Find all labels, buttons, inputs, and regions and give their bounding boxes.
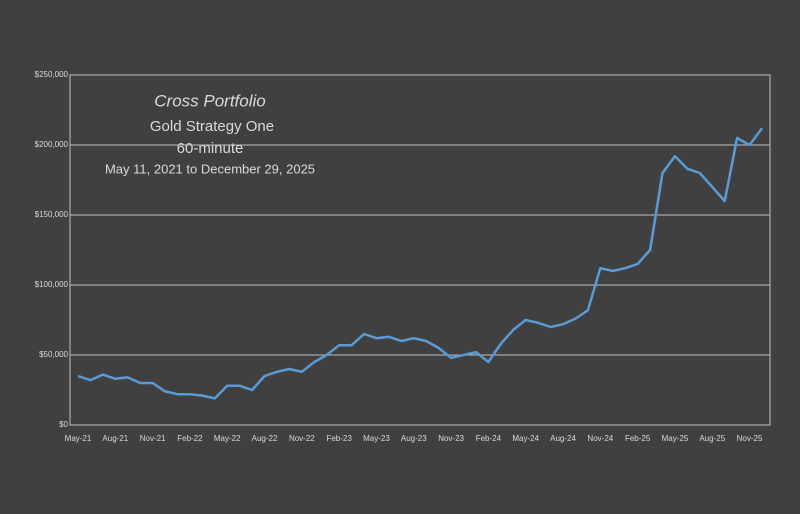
x-tick-label: Nov-24	[587, 434, 613, 443]
x-tick-label: Nov-25	[737, 434, 763, 443]
x-tick-label: May-22	[214, 434, 241, 443]
x-tick-label: Feb-25	[625, 434, 651, 443]
x-tick-label: Feb-23	[326, 434, 352, 443]
x-tick-label: Nov-22	[289, 434, 315, 443]
x-tick-label: Aug-24	[550, 434, 576, 443]
x-tick-label: Aug-23	[401, 434, 427, 443]
x-tick-label: Nov-21	[140, 434, 166, 443]
date-range: May 11, 2021 to December 29, 2025	[105, 161, 315, 176]
x-tick-label: Aug-21	[102, 434, 128, 443]
x-tick-label: May-23	[363, 434, 390, 443]
x-tick-label: Aug-22	[252, 434, 278, 443]
x-tick-label: Aug-25	[699, 434, 725, 443]
x-tick-label: May-21	[65, 434, 92, 443]
y-tick-label: $100,000	[35, 280, 69, 289]
x-tick-label: May-25	[662, 434, 689, 443]
line	[77, 127, 764, 400]
y-tick-label: $250,000	[35, 70, 69, 79]
y-tick-label: $50,000	[39, 350, 68, 359]
y-tick-label: $200,000	[35, 140, 69, 149]
chart-subtitle: 60-minute	[177, 140, 244, 157]
x-tick-label: Feb-24	[476, 434, 502, 443]
y-tick-label: $0	[59, 420, 68, 429]
x-tick-label: Feb-22	[177, 434, 203, 443]
y-tick-label: $150,000	[35, 210, 69, 219]
x-tick-label: Nov-23	[438, 434, 464, 443]
chart-title: Cross Portfolio	[154, 91, 265, 110]
x-tick-label: May-24	[512, 434, 539, 443]
chart-subtitle: Gold Strategy One	[150, 118, 274, 135]
